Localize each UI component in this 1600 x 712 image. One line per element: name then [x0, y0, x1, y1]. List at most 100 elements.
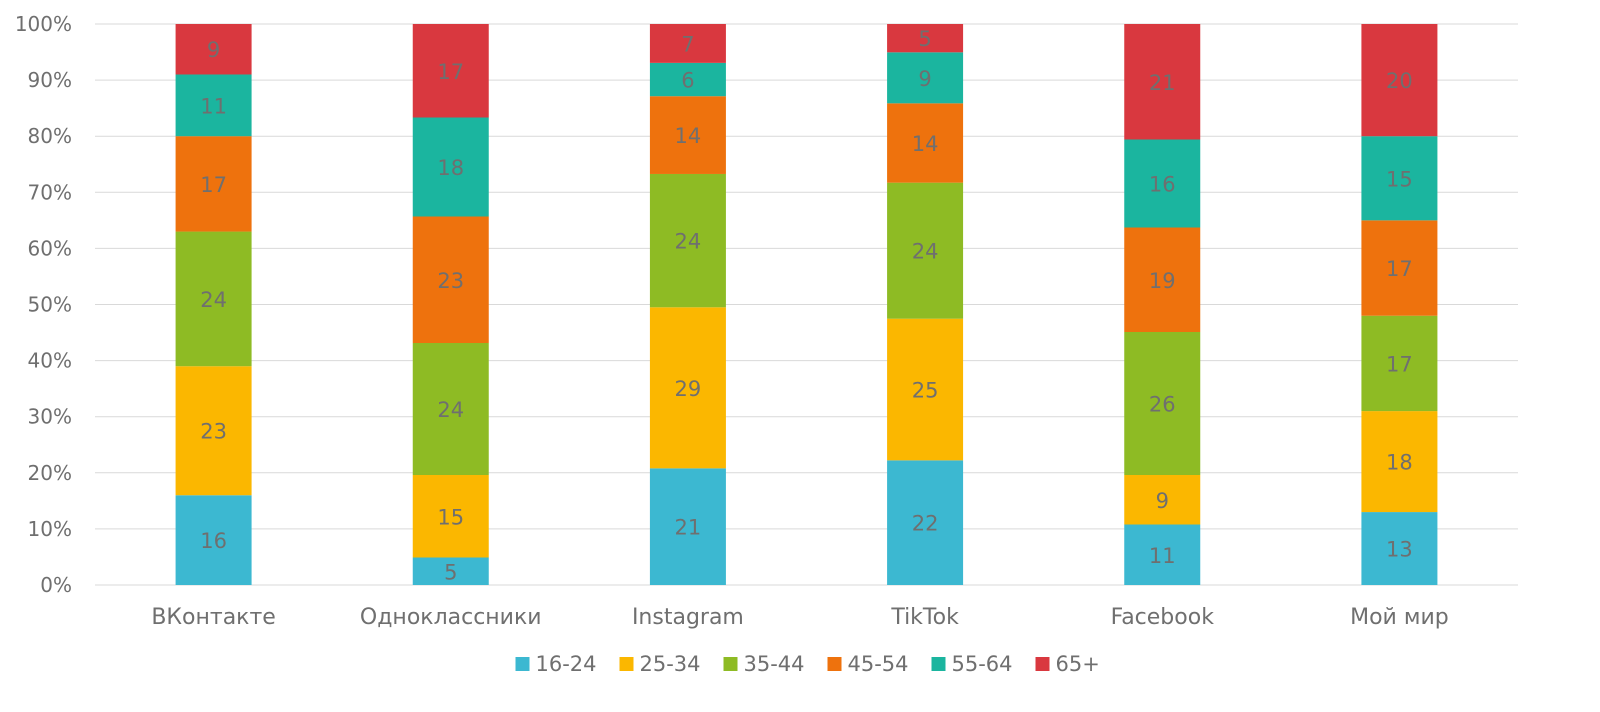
category-label: ВКонтакте — [151, 605, 276, 630]
data-label: 15 — [437, 505, 464, 529]
category-label: Instagram — [632, 605, 744, 630]
data-label: 13 — [1386, 538, 1413, 562]
data-label: 23 — [437, 269, 464, 293]
data-label: 25 — [912, 379, 939, 403]
data-label: 29 — [675, 377, 702, 401]
bar-segment-35-44 — [1124, 332, 1201, 475]
legend-label: 16-24 — [536, 652, 597, 676]
data-label: 7 — [681, 32, 694, 56]
legend-label: 45-54 — [848, 652, 909, 676]
bar-segment-45-54 — [412, 216, 489, 343]
bar-segment-55-64 — [175, 74, 252, 137]
bar-segment-25-34 — [1124, 475, 1201, 525]
category-label: Facebook — [1111, 605, 1215, 630]
bar-segment-65+ — [887, 24, 964, 53]
legend-item-16-24: 16-24 — [515, 652, 597, 676]
legend-item-55-64: 55-64 — [931, 652, 1013, 676]
bar-segment-16-24 — [175, 495, 252, 585]
bar-segment-35-44 — [649, 173, 726, 308]
y-tick-label: 30% — [28, 405, 72, 429]
data-label: 21 — [675, 516, 702, 540]
y-tick-label: 100% — [15, 12, 72, 36]
bar-segment-25-34 — [887, 318, 964, 461]
bar-segment-55-64 — [1124, 139, 1201, 228]
data-label: 24 — [912, 240, 939, 264]
data-label: 11 — [1149, 544, 1176, 568]
bar-segment-16-24 — [1361, 512, 1438, 585]
bar-segment-45-54 — [649, 96, 726, 174]
data-label: 24 — [437, 398, 464, 422]
y-tick-label: 20% — [28, 461, 72, 485]
bar-segment-65+ — [412, 24, 489, 118]
bar-segment-35-44 — [887, 182, 964, 319]
y-tick-label: 50% — [28, 293, 72, 317]
legend-item-45-54: 45-54 — [827, 652, 909, 676]
data-label: 14 — [912, 132, 939, 156]
bars — [175, 24, 1438, 585]
legend-swatch — [1035, 657, 1050, 671]
bar-segment-65+ — [175, 24, 252, 75]
legend-swatch — [619, 657, 634, 671]
bar-segment-65+ — [1124, 24, 1201, 140]
bar-segment-45-54 — [1361, 220, 1438, 316]
data-label: 22 — [912, 512, 939, 536]
data-label: 17 — [1386, 352, 1413, 376]
bar-segment-35-44 — [412, 343, 489, 475]
bar-segment-55-64 — [1361, 136, 1438, 221]
bar-segment-25-34 — [649, 307, 726, 469]
legend-label: 25-34 — [640, 652, 701, 676]
bar-segment-16-24 — [1124, 524, 1201, 585]
legend-label: 55-64 — [952, 652, 1013, 676]
data-label: 23 — [200, 420, 227, 444]
legend-swatch — [827, 657, 842, 671]
data-label: 17 — [437, 60, 464, 84]
data-label: 9 — [1156, 489, 1169, 513]
bar-segment-65+ — [1361, 24, 1438, 137]
data-label: 17 — [1386, 257, 1413, 281]
data-label: 18 — [1386, 451, 1413, 475]
data-label: 5 — [918, 27, 931, 51]
bar-segment-16-24 — [649, 468, 726, 585]
category-label: Мой мир — [1350, 605, 1449, 630]
legend-item-65+: 65+ — [1035, 652, 1100, 676]
data-label: 24 — [675, 230, 702, 254]
y-tick-label: 80% — [28, 124, 72, 148]
bar-segment-35-44 — [175, 231, 252, 367]
data-label: 24 — [200, 288, 227, 312]
bar-segment-25-34 — [1361, 411, 1438, 513]
data-label: 21 — [1149, 71, 1176, 95]
data-label: 16 — [200, 529, 227, 553]
data-label: 17 — [200, 173, 227, 197]
legend-swatch — [931, 657, 946, 671]
bar-segment-25-34 — [412, 475, 489, 558]
legend-label: 35-44 — [744, 652, 805, 676]
y-tick-label: 60% — [28, 236, 72, 260]
data-labels: 16 23 24 17 11 9 5 15 24 23 18 17 21 29 24 14 6 7 22 25 24 14… — [200, 27, 1413, 584]
data-label: 11 — [200, 94, 227, 118]
data-label: 20 — [1386, 69, 1413, 93]
bar-segment-55-64 — [649, 62, 726, 97]
y-tick-label: 90% — [28, 68, 72, 92]
bar-segment-55-64 — [887, 52, 964, 104]
bar-segment-45-54 — [175, 136, 252, 232]
data-label: 15 — [1386, 167, 1413, 191]
data-label: 5 — [444, 560, 457, 584]
y-axis-tick-labels: 0% 10% 20% 30% 40% 50% 60% 70% 80% 90% 100% — [15, 12, 72, 597]
data-label: 18 — [437, 156, 464, 180]
y-tick-label: 0% — [40, 573, 72, 597]
data-label: 14 — [675, 124, 702, 148]
x-axis-category-labels: ВКонтакте Одноклассники Instagram TikTok Fac… — [151, 605, 1448, 630]
data-label: 26 — [1149, 393, 1176, 417]
bar-segment-35-44 — [1361, 315, 1438, 412]
bar-segment-45-54 — [887, 103, 964, 183]
bar-segment-25-34 — [175, 366, 252, 496]
category-label: Одноклассники — [360, 605, 542, 630]
legend-label: 65+ — [1056, 652, 1100, 676]
bar-segment-45-54 — [1124, 227, 1201, 332]
legend-swatch — [723, 657, 738, 671]
bar-segment-65+ — [649, 24, 726, 63]
data-label: 9 — [918, 67, 931, 91]
bar-segment-55-64 — [412, 117, 489, 217]
category-label: TikTok — [890, 605, 959, 630]
